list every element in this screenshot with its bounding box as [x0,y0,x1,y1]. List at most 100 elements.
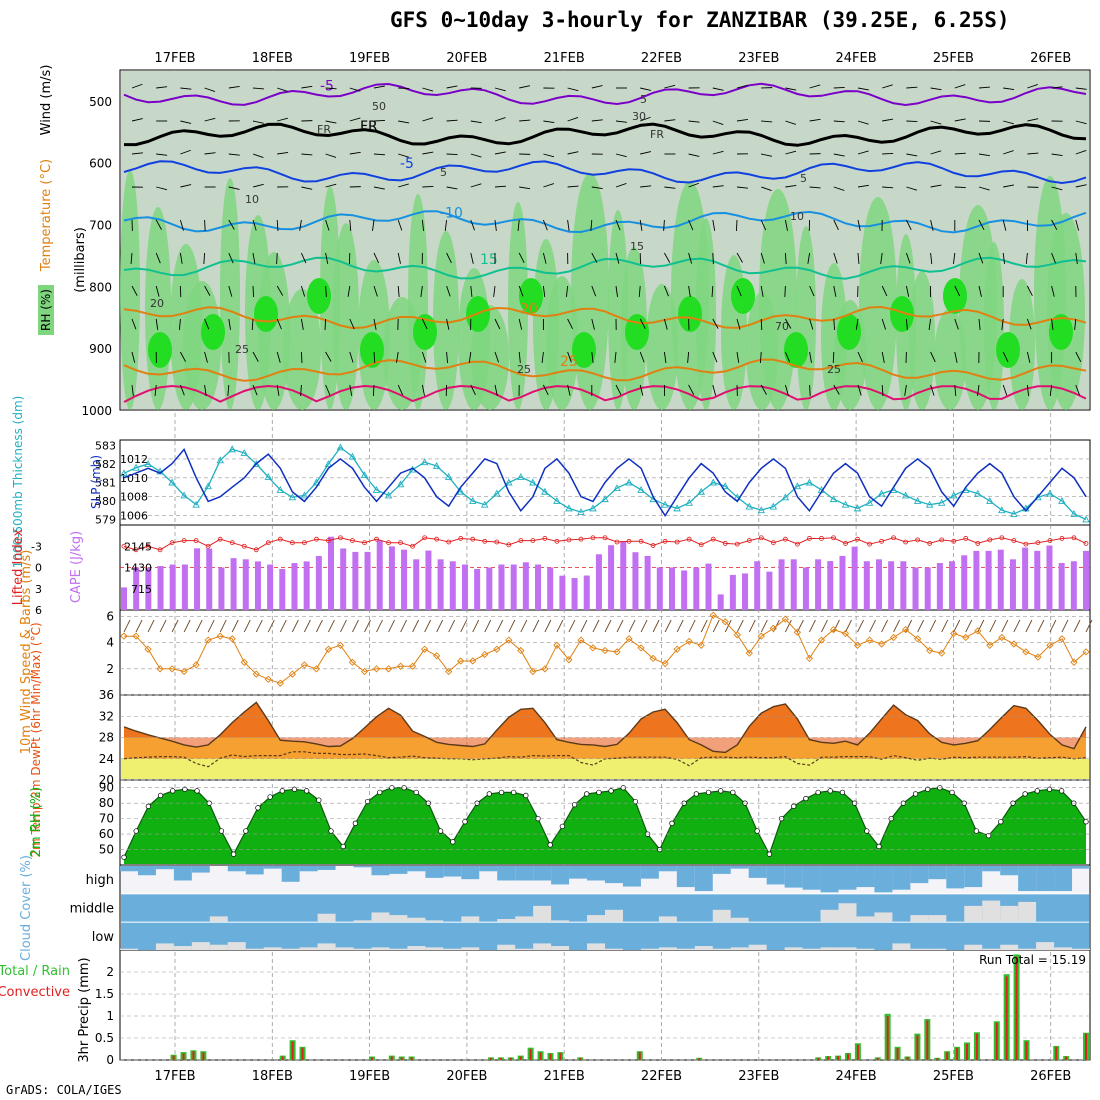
cloud-bar-middle [209,916,228,922]
isotherm-line [124,122,1087,147]
wind-barb [712,150,724,155]
wind-speed-point [469,657,477,665]
precip-convective-bar [827,1056,830,1060]
contour-annotation: 25 [235,343,249,356]
temp-ylabel: 2m Temp 2m DewPt (6hr Min/Max) (°C) [29,622,43,857]
wind-speed-point [156,665,164,673]
wind-barb [954,318,959,330]
wind-barb [784,252,787,265]
surface-wind-barb [953,619,961,633]
wind-speed-point [493,645,501,653]
wind-barb [882,152,894,155]
surface-wind-barb [532,619,540,633]
wind-barb [519,119,531,122]
wind-barb [905,285,910,297]
cloud-bar-high [497,866,516,881]
wind-barb [494,185,507,188]
rh2m-point [864,828,870,834]
contour-annotation: 10 [790,210,804,223]
cloud-bar-high [964,866,983,888]
cloud-bar-low [317,943,336,950]
rh-saturated-region [201,314,225,350]
li-point [169,540,175,546]
precip-convective-bar [202,1052,205,1060]
li-point [855,536,860,542]
wind-barb [1026,318,1032,330]
wind-barb [784,384,789,396]
surface-wind-barb [977,619,985,633]
wind-speed-point [168,665,176,673]
wind-barb [131,384,134,396]
cape-bar [717,594,724,610]
cape-ylabel: CAPE (J/kg) [69,531,84,603]
precip-convective-bar [946,1052,949,1060]
cloud-bar-middle [497,919,516,922]
wind-barb [228,186,240,190]
precip-convective-bar [965,1043,968,1060]
li-point [843,541,848,546]
wind-speed-point [553,641,561,649]
surface-wind-barb [784,619,792,633]
li-point [326,538,331,543]
wind-barb [833,285,837,297]
thickness-point [601,495,609,503]
wind-speed-point [132,632,140,640]
rh-side-label: RH (%) [39,289,53,331]
surface-wind-barb [1061,619,1069,633]
cape-bar [157,566,164,610]
li-point [121,543,127,549]
surface-wind-barb [760,619,768,633]
wind-barb [954,285,961,297]
precip-convective-bar [370,1057,373,1060]
wind-barb [518,252,525,264]
date-label-top: 20FEB [446,51,487,66]
cloud-bar-high [461,866,480,880]
wind-barb [881,285,888,297]
wind-barb [712,252,714,265]
li-point [145,543,151,549]
wind-speed-point [228,635,236,643]
wind-barb [930,219,934,231]
wind-barb [882,84,893,89]
wind-barb [422,117,434,122]
wind-barb [446,85,458,89]
precip-convective-bar [846,1053,849,1060]
wind-barb [470,183,482,188]
wind-barb [1075,219,1080,231]
wind-barb [590,219,593,231]
isotherm-label: -10 [440,205,463,221]
thickness-point [144,460,152,467]
cloud-bar-low [209,944,228,950]
contour-annotation: 25 [517,363,531,376]
li-point [350,538,355,543]
thickness-point [505,478,513,486]
surface-wind-barb [821,619,828,633]
wind-barb [325,87,337,90]
li-point [915,537,921,543]
cape-bar [608,545,615,610]
wind-speed-point [565,656,573,664]
wind-barb [446,252,452,264]
wind-barb [1051,219,1058,230]
wind-barb [639,318,646,329]
thickness-point [276,485,285,493]
thickness-point [168,478,176,486]
wind-barb [155,252,161,264]
wind-barb [977,384,980,396]
wind-barb [930,87,942,91]
surface-wind-barb [736,619,744,633]
thickness-point [877,489,886,497]
wind-speed-point [529,667,537,676]
wind-barb [906,86,918,89]
wind-barb [398,120,410,124]
cape-bar [936,563,943,610]
cloud-level-label: low [92,930,115,945]
cloud-bar-low [1018,948,1037,950]
wind-barb [1002,384,1008,396]
wind-speed-point [926,646,934,655]
thickness-point [757,506,766,514]
wind-barb [688,153,700,157]
wind-barb [785,120,797,125]
thickness-point [865,498,874,506]
precip-convective-bar [906,1056,909,1060]
